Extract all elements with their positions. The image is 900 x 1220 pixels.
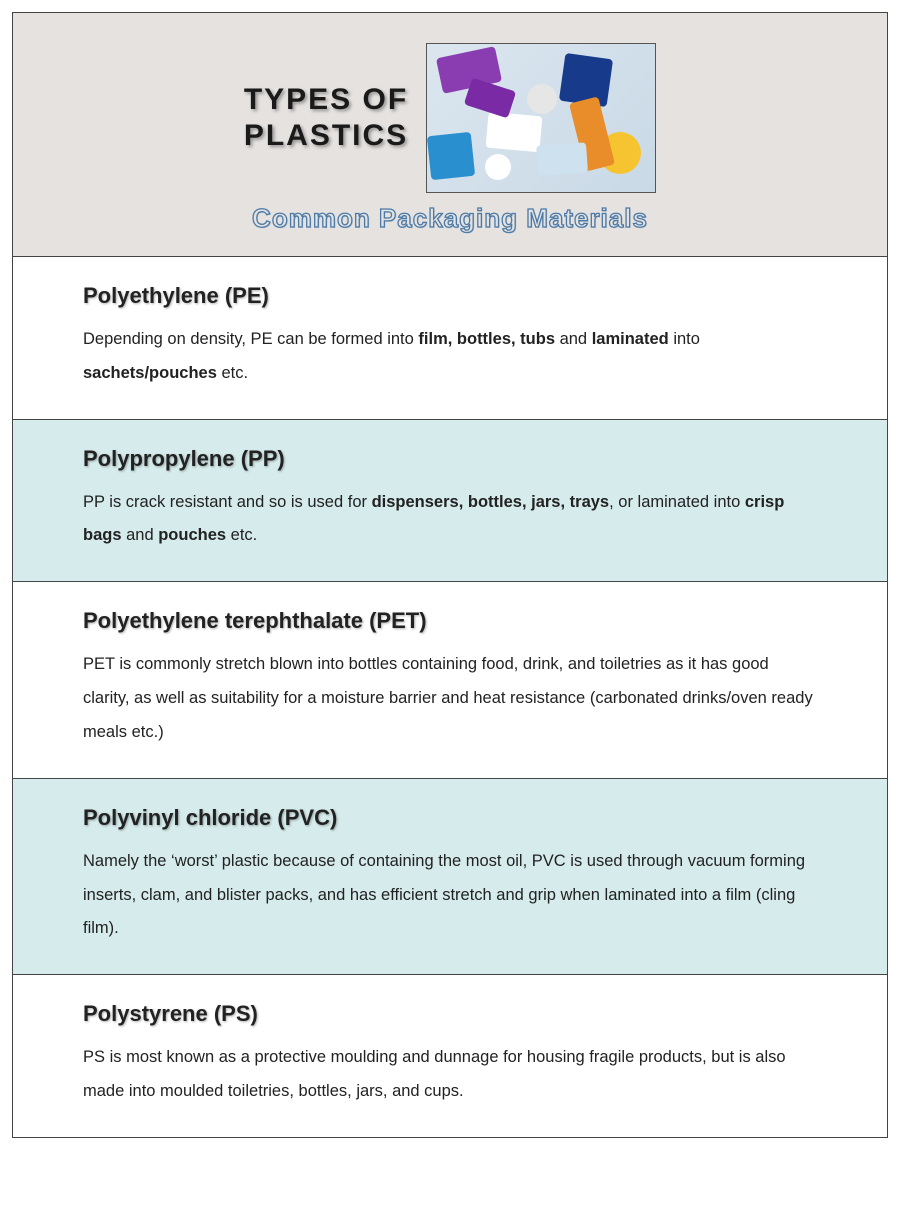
section-title: Polypropylene (PP) xyxy=(83,446,817,472)
hero-image xyxy=(426,43,656,193)
subtitle: Common Packaging Materials xyxy=(33,203,867,234)
section-body: PP is crack resistant and so is used for… xyxy=(83,486,817,554)
hero-shape xyxy=(486,112,543,153)
section: Polystyrene (PS) PS is most known as a pr… xyxy=(13,975,887,1137)
title-line-2: PLASTICS xyxy=(244,119,408,152)
hero-shape xyxy=(464,78,516,119)
section: Polyethylene (PE) Depending on density, P… xyxy=(13,257,887,420)
main-title: TYPES OF PLASTICS xyxy=(244,82,408,154)
title-line-1: TYPES OF xyxy=(244,83,408,116)
header: TYPES OF PLASTICS Common Packaging Mater… xyxy=(13,13,887,257)
title-row: TYPES OF PLASTICS xyxy=(33,43,867,193)
section-body: PS is most known as a protective mouldin… xyxy=(83,1041,817,1109)
section-body: PET is commonly stretch blown into bottl… xyxy=(83,648,817,749)
section: Polypropylene (PP) PP is crack resistant … xyxy=(13,420,887,583)
section-title: Polyethylene terephthalate (PET) xyxy=(83,608,817,634)
hero-shape xyxy=(527,84,557,114)
section: Polyvinyl chloride (PVC) Namely the ‘wors… xyxy=(13,779,887,975)
section-body: Namely the ‘worst’ plastic because of co… xyxy=(83,845,817,946)
section-title: Polyethylene (PE) xyxy=(83,283,817,309)
hero-shape xyxy=(536,142,588,175)
section-body: Depending on density, PE can be formed i… xyxy=(83,323,817,391)
hero-shape xyxy=(485,154,511,180)
section-title: Polyvinyl chloride (PVC) xyxy=(83,805,817,831)
section-title: Polystyrene (PS) xyxy=(83,1001,817,1027)
hero-shape xyxy=(427,132,475,180)
sections-list: Polyethylene (PE) Depending on density, P… xyxy=(13,257,887,1137)
document-container: TYPES OF PLASTICS Common Packaging Mater… xyxy=(12,12,888,1138)
section: Polyethylene terephthalate (PET) PET is c… xyxy=(13,582,887,778)
